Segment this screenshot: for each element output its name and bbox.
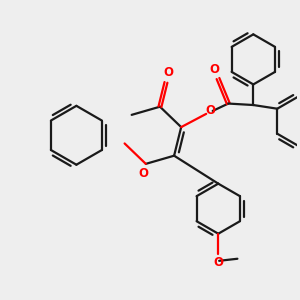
Text: O: O bbox=[138, 167, 148, 180]
Text: O: O bbox=[213, 256, 223, 269]
Text: O: O bbox=[164, 66, 173, 79]
Text: O: O bbox=[209, 63, 219, 76]
Text: O: O bbox=[206, 104, 216, 117]
